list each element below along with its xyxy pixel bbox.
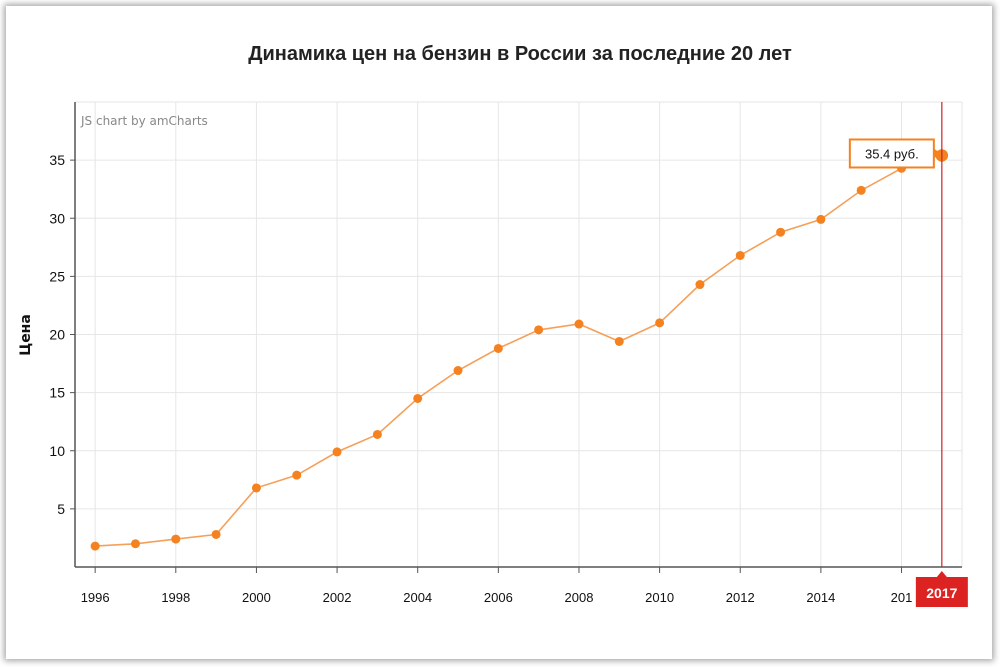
data-point[interactable]	[614, 336, 624, 346]
data-point[interactable]	[816, 214, 826, 224]
x-tick-label: 2008	[565, 590, 594, 605]
x-tick-label: 2004	[403, 590, 432, 605]
data-point[interactable]	[695, 280, 705, 290]
y-tick-labels: 5 10 15 20 25 30 35	[49, 152, 65, 517]
data-point[interactable]	[130, 539, 140, 549]
chart-frame	[6, 6, 992, 659]
y-tick-label: 15	[49, 385, 65, 401]
data-point[interactable]	[372, 429, 382, 439]
x-tick-label: 2010	[645, 590, 674, 605]
cursor: 35.4 руб. 2017	[848, 102, 968, 607]
series-line	[95, 154, 943, 547]
data-point[interactable]	[574, 319, 584, 329]
x-tick-label: 2012	[726, 590, 755, 605]
balloon-text: 35.4 руб.	[865, 146, 919, 161]
y-tick-label: 25	[49, 268, 65, 284]
x-tick-labels: 1996 1998 2000 2002 2004 2006 2008 2010 2012 2014…	[81, 590, 913, 605]
y-tick-label: 35	[49, 152, 65, 168]
x-tick-label: 2014	[806, 590, 835, 605]
data-point[interactable]	[413, 393, 423, 403]
series	[90, 147, 950, 551]
axes	[70, 102, 962, 573]
cursor-label-pointer	[936, 571, 947, 577]
x-tick-label: 2002	[323, 590, 352, 605]
chart-title: Динамика цен на бензин в России за после…	[248, 43, 792, 65]
data-point[interactable]	[856, 185, 866, 195]
cursor-label-box	[915, 577, 968, 607]
y-tick-label: 10	[49, 443, 65, 459]
x-tick-label: 1998	[161, 590, 190, 605]
x-tick-label: 1996	[81, 590, 110, 605]
data-point[interactable]	[90, 541, 100, 551]
data-point[interactable]	[211, 529, 221, 539]
cursor-label: 2017	[926, 585, 957, 601]
balloon-pointer	[933, 148, 941, 159]
x-tick-label: 2006	[484, 590, 513, 605]
data-point[interactable]	[735, 250, 745, 260]
data-point[interactable]	[292, 470, 302, 480]
data-point[interactable]	[493, 343, 503, 353]
data-point[interactable]	[776, 227, 786, 237]
y-axis-label: Цена	[18, 314, 34, 356]
data-point[interactable]	[534, 325, 544, 335]
data-point[interactable]	[171, 534, 181, 544]
y-tick-label: 20	[49, 327, 65, 343]
x-tick-label: 2000	[242, 590, 271, 605]
data-point[interactable]	[251, 483, 261, 493]
data-point[interactable]	[332, 447, 342, 457]
data-point[interactable]	[453, 366, 463, 376]
data-point[interactable]	[655, 318, 665, 328]
grid	[75, 101, 963, 567]
y-tick-label: 30	[49, 210, 65, 226]
chart-credit[interactable]: JS chart by amCharts	[80, 114, 208, 128]
x-tick-label: 201	[891, 590, 913, 605]
y-tick-label: 5	[57, 501, 65, 517]
